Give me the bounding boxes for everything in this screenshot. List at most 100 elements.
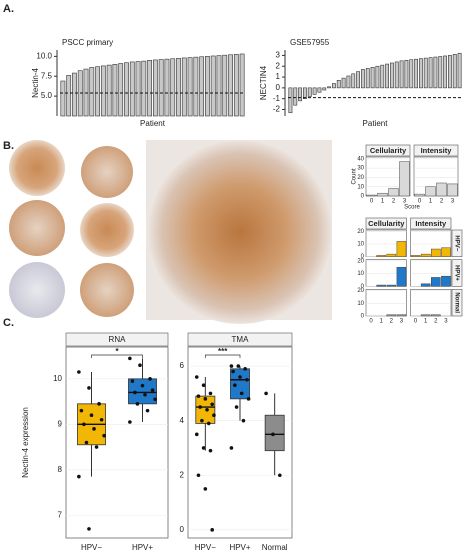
x-tick-label: 3: [451, 199, 455, 205]
x-tick-label: 0: [414, 319, 418, 325]
bar: [351, 73, 356, 89]
data-point: [87, 527, 91, 531]
data-point: [92, 427, 96, 431]
data-point: [77, 474, 81, 479]
bar: [420, 283, 431, 287]
y-tick-label: 6: [180, 361, 185, 370]
chart-title: GSE57955: [290, 38, 330, 47]
tissue-cores: [9, 140, 332, 324]
tissue-core: [9, 140, 65, 196]
x-tick-label: 2: [390, 319, 394, 325]
row-strip: [451, 229, 463, 257]
bar: [158, 59, 164, 117]
bar: [409, 59, 414, 89]
bar: [176, 58, 181, 117]
data-point: [246, 397, 251, 401]
x-tick-label: 0: [369, 319, 373, 325]
y-tick-label: 10: [53, 374, 62, 383]
data-point: [128, 420, 132, 424]
data-point: [208, 391, 213, 396]
y-axis-label: Count: [352, 168, 358, 184]
data-point: [200, 418, 204, 423]
data-point: [210, 402, 214, 407]
data-point: [196, 473, 201, 478]
bar: [433, 56, 438, 89]
bar: [414, 193, 425, 197]
x-tick-label: 1: [429, 199, 433, 205]
bar: [331, 83, 336, 89]
bar: [66, 75, 72, 117]
data-point: [79, 408, 84, 413]
x-axis-label: Patient: [363, 119, 389, 128]
bar: [89, 67, 95, 117]
bar: [298, 87, 303, 102]
facet-strip: [365, 144, 411, 157]
data-point: [201, 383, 206, 388]
data-point: [198, 405, 202, 409]
data-point: [229, 446, 234, 450]
tissue-core: [9, 262, 65, 318]
bar: [447, 55, 452, 89]
data-point: [238, 375, 242, 379]
y-tick-label: 0: [361, 314, 365, 320]
y-tick-label: 0: [276, 83, 281, 92]
data-point: [210, 528, 214, 532]
bar: [457, 52, 462, 89]
row-title: HPV−: [453, 235, 459, 251]
data-point: [212, 413, 216, 418]
bar: [404, 59, 409, 89]
data-point: [203, 397, 208, 401]
x-tick-label: 1: [381, 199, 385, 205]
bar: [386, 284, 397, 287]
data-point: [148, 377, 152, 381]
bar: [181, 57, 187, 117]
x-tick-label: 0: [370, 199, 374, 205]
bar: [394, 61, 399, 89]
x-axis-label: Patient: [140, 119, 166, 128]
bar: [239, 53, 245, 117]
bar: [431, 248, 441, 257]
tissue-core: [9, 200, 65, 256]
y-tick-label: 40: [357, 156, 364, 162]
bar: [341, 77, 346, 89]
tissue-core: [80, 263, 134, 317]
bar: [187, 57, 193, 117]
bar: [377, 192, 388, 197]
y-tick-label: 0: [180, 525, 185, 534]
bar: [322, 87, 327, 91]
bar: [317, 87, 322, 93]
data-point: [234, 405, 239, 409]
data-point: [99, 417, 104, 422]
y-tick-label: 2: [180, 470, 185, 479]
bar: [428, 57, 433, 89]
x-tick-label: Normal: [262, 543, 288, 552]
facet-panel: [410, 289, 452, 317]
data-point: [150, 388, 155, 393]
bar: [376, 255, 386, 257]
bar: [233, 54, 239, 117]
bar: [135, 61, 141, 117]
bar: [438, 56, 443, 89]
bar: [423, 57, 428, 89]
y-tick-label: 3: [276, 51, 281, 60]
bar: [216, 55, 222, 117]
y-tick-label: 0: [361, 284, 365, 290]
data-point: [87, 386, 91, 390]
data-point: [241, 418, 246, 423]
data-point: [89, 413, 94, 418]
y-tick-label: 10: [357, 301, 364, 307]
y-tick-label: 0: [361, 254, 365, 260]
bar: [441, 247, 451, 257]
bar: [425, 186, 436, 197]
y-axis-label: Nectin-4 expression: [21, 407, 30, 478]
chart-title: PSCC primary: [62, 38, 113, 47]
data-point: [138, 363, 142, 367]
x-tick-label: 3: [403, 199, 407, 205]
data-point: [208, 448, 213, 453]
bar: [441, 275, 451, 287]
y-tick-label: 0: [361, 194, 365, 200]
data-point: [84, 440, 89, 445]
bar: [228, 54, 233, 117]
signif-label: *: [115, 347, 119, 356]
bar: [380, 64, 385, 89]
